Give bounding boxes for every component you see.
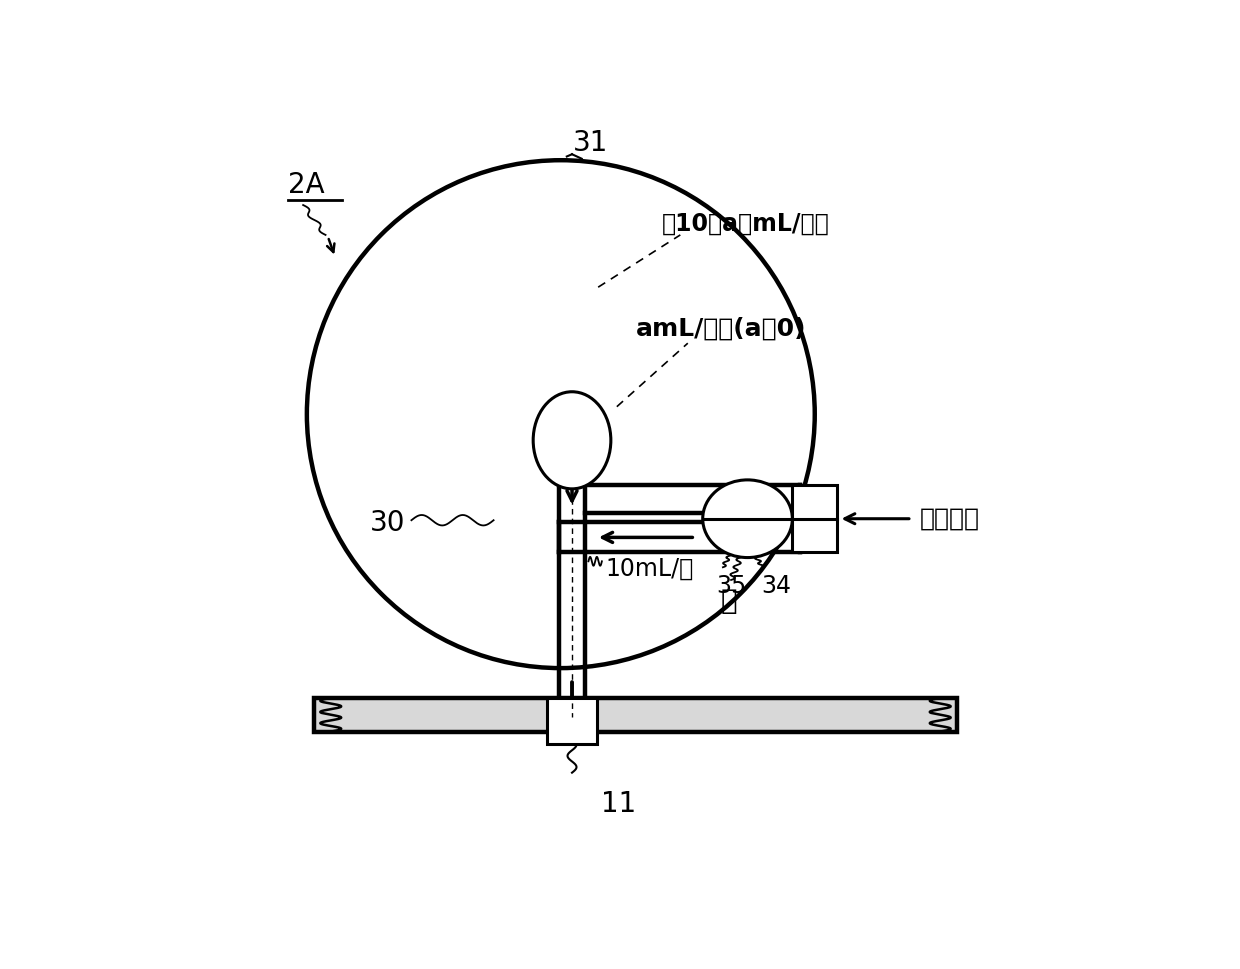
Text: 10mL/分: 10mL/分 [605,555,694,579]
Text: 31: 31 [573,129,609,157]
Ellipse shape [703,481,792,558]
Bar [314,699,957,732]
Text: amL/分钟(a＞0): amL/分钟(a＞0) [635,316,806,340]
Text: 大气氛围: 大气氛围 [919,507,980,530]
Text: 11: 11 [601,790,636,818]
Bar [792,485,837,552]
Text: 开: 开 [720,586,737,614]
Ellipse shape [533,392,611,489]
Bar [547,699,598,744]
Text: 34: 34 [761,573,791,597]
Text: 2A: 2A [288,171,325,199]
Text: 35: 35 [717,573,746,597]
Text: （10－a）mL/分钟: （10－a）mL/分钟 [662,211,830,235]
Text: 30: 30 [371,509,405,537]
